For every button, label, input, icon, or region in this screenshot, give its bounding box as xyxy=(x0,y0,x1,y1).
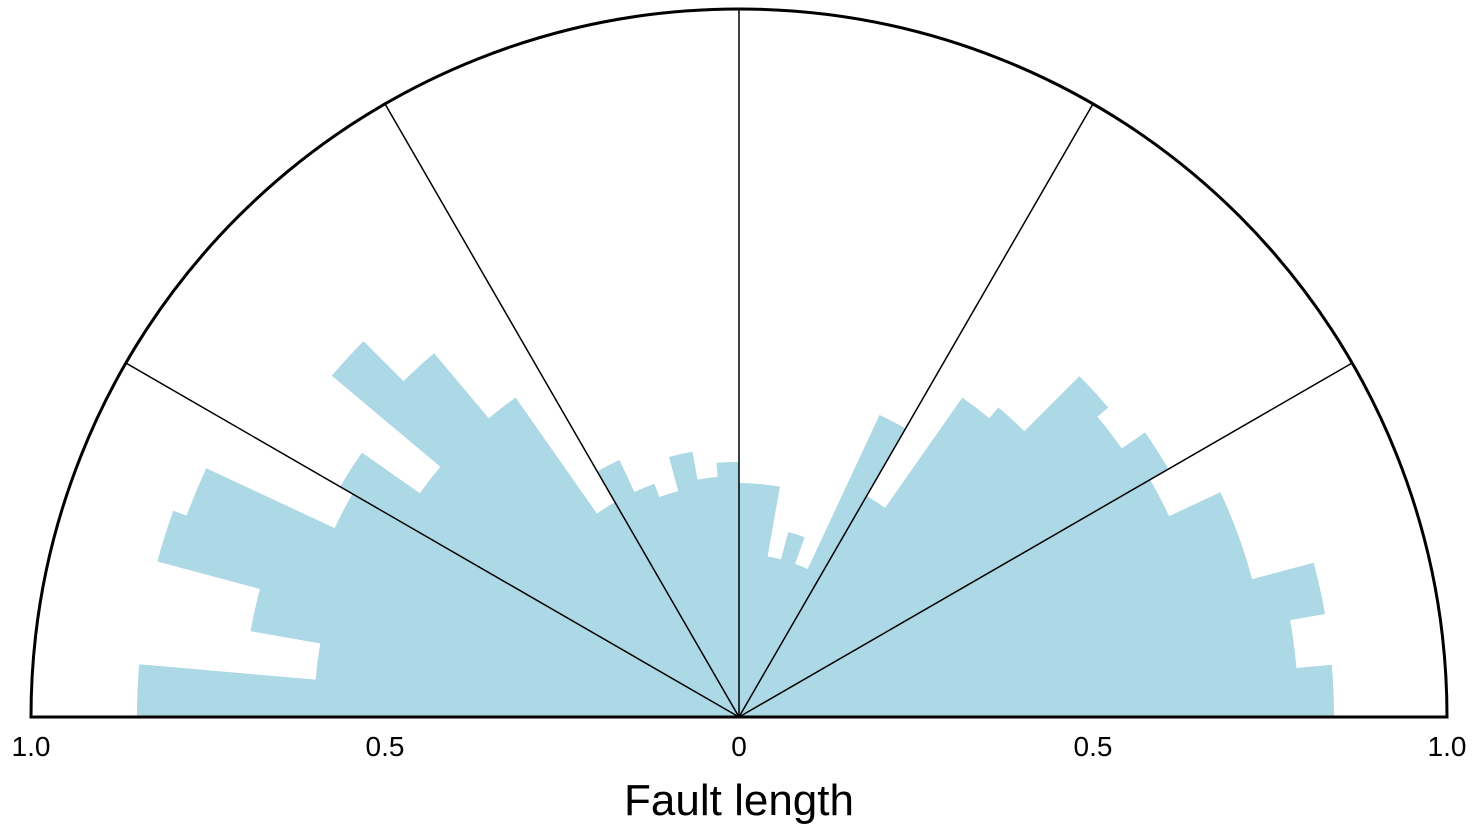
tick-label-left-outer: 1.0 xyxy=(12,731,51,762)
rose-petal xyxy=(331,341,740,718)
outer-arc-frame xyxy=(29,7,1449,719)
rose-petal xyxy=(403,353,740,718)
rose-petals xyxy=(136,341,1335,718)
rose-petal xyxy=(186,468,740,718)
radial-grid-line xyxy=(738,362,1353,718)
rose-petal xyxy=(488,397,740,718)
axis-tick-labels: 1.0 0.5 0 0.5 1.0 xyxy=(12,731,1467,762)
rose-petal xyxy=(157,510,740,718)
plot-frame xyxy=(29,7,1449,719)
x-axis-title: Fault length xyxy=(624,776,854,825)
tick-label-right-outer: 1.0 xyxy=(1428,731,1467,762)
tick-label-right-mid: 0.5 xyxy=(1074,731,1113,762)
rose-petal xyxy=(633,483,740,718)
radial-grid-line xyxy=(384,103,740,718)
radial-grid-line xyxy=(738,103,1094,718)
tick-label-center: 0 xyxy=(731,731,747,762)
rose-petal xyxy=(738,376,1109,718)
radial-grid-line xyxy=(125,362,740,718)
rose-petal xyxy=(669,451,740,718)
tick-label-left-mid: 0.5 xyxy=(366,731,405,762)
rose-petal xyxy=(738,531,805,718)
radial-grid-lines xyxy=(125,9,1353,718)
rose-petal xyxy=(738,562,1326,718)
